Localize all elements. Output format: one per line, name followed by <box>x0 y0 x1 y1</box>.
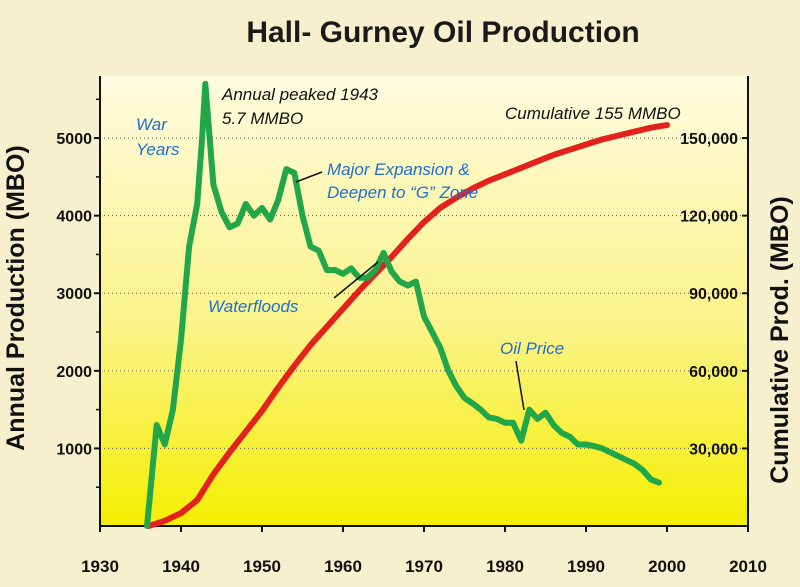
series-line-annual <box>144 80 662 529</box>
y-axis-ticks: 1000 2000 3000 4000 5000 <box>56 98 100 488</box>
y2-tick-label-150,000: 150,000 <box>680 131 738 148</box>
x-tick-label-1960: 1960 <box>324 557 362 576</box>
y2-axis-ticks: 30,000 60,000 90,000 120,000 150,000 <box>680 131 748 458</box>
y2-tick-label-90,000: 90,000 <box>689 286 738 303</box>
y2-axis-title: Cumulative Prod. (MBO) <box>766 196 794 484</box>
annotation-peak-2: 5.7 MMBO <box>222 109 303 128</box>
x-tick-label-2010: 2010 <box>729 557 767 576</box>
chart-title: Hall- Gurney Oil Production <box>246 16 639 49</box>
series-line-cumulative <box>145 122 670 529</box>
y-tick-label-4000: 4000 <box>56 209 92 226</box>
y2-tick-label-30,000: 30,000 <box>689 441 738 458</box>
annotation-oil-price-leader <box>515 360 525 411</box>
y2-tick-label-60,000: 60,000 <box>689 364 738 381</box>
x-axis-ticks: 1930 1940 1950 1960 1970 1980 1990 2000 2010 <box>81 526 767 576</box>
x-tick-label-1980: 1980 <box>486 557 524 576</box>
x-tick-label-1940: 1940 <box>162 557 200 576</box>
y-tick-label-1000: 1000 <box>56 441 92 458</box>
y-tick-label-2000: 2000 <box>56 364 92 381</box>
annotation-waterfloods: Waterfloods <box>208 297 299 316</box>
annotation-peak-1: Annual peaked 1943 <box>221 85 379 104</box>
x-tick-label-2000: 2000 <box>648 557 686 576</box>
y-axis-title: Annual Production (MBO) <box>2 145 30 451</box>
annotation-expansion-leader <box>295 171 323 183</box>
x-tick-label-1930: 1930 <box>81 557 119 576</box>
annotation-expansion-2: Deepen to “G” Zone <box>327 183 478 202</box>
x-tick-label-1990: 1990 <box>567 557 605 576</box>
annotation-war-years-1: War <box>136 115 168 134</box>
annotation-war-years-2: Years <box>136 140 180 159</box>
y-tick-label-5000: 5000 <box>56 131 92 148</box>
plot-area <box>100 76 748 526</box>
annotation-cumulative: Cumulative 155 MMBO <box>505 104 681 123</box>
y-tick-label-3000: 3000 <box>56 286 92 303</box>
x-tick-label-1950: 1950 <box>243 557 281 576</box>
y2-tick-label-120,000: 120,000 <box>680 209 738 226</box>
annotation-expansion-1: Major Expansion & <box>327 160 470 179</box>
x-tick-label-1970: 1970 <box>405 557 443 576</box>
annotation-waterfloods-leader <box>333 261 379 299</box>
annotation-oil-price: Oil Price <box>500 339 564 358</box>
annotations: War Years Annual peaked 1943 5.7 MMBO Cu… <box>136 85 681 411</box>
